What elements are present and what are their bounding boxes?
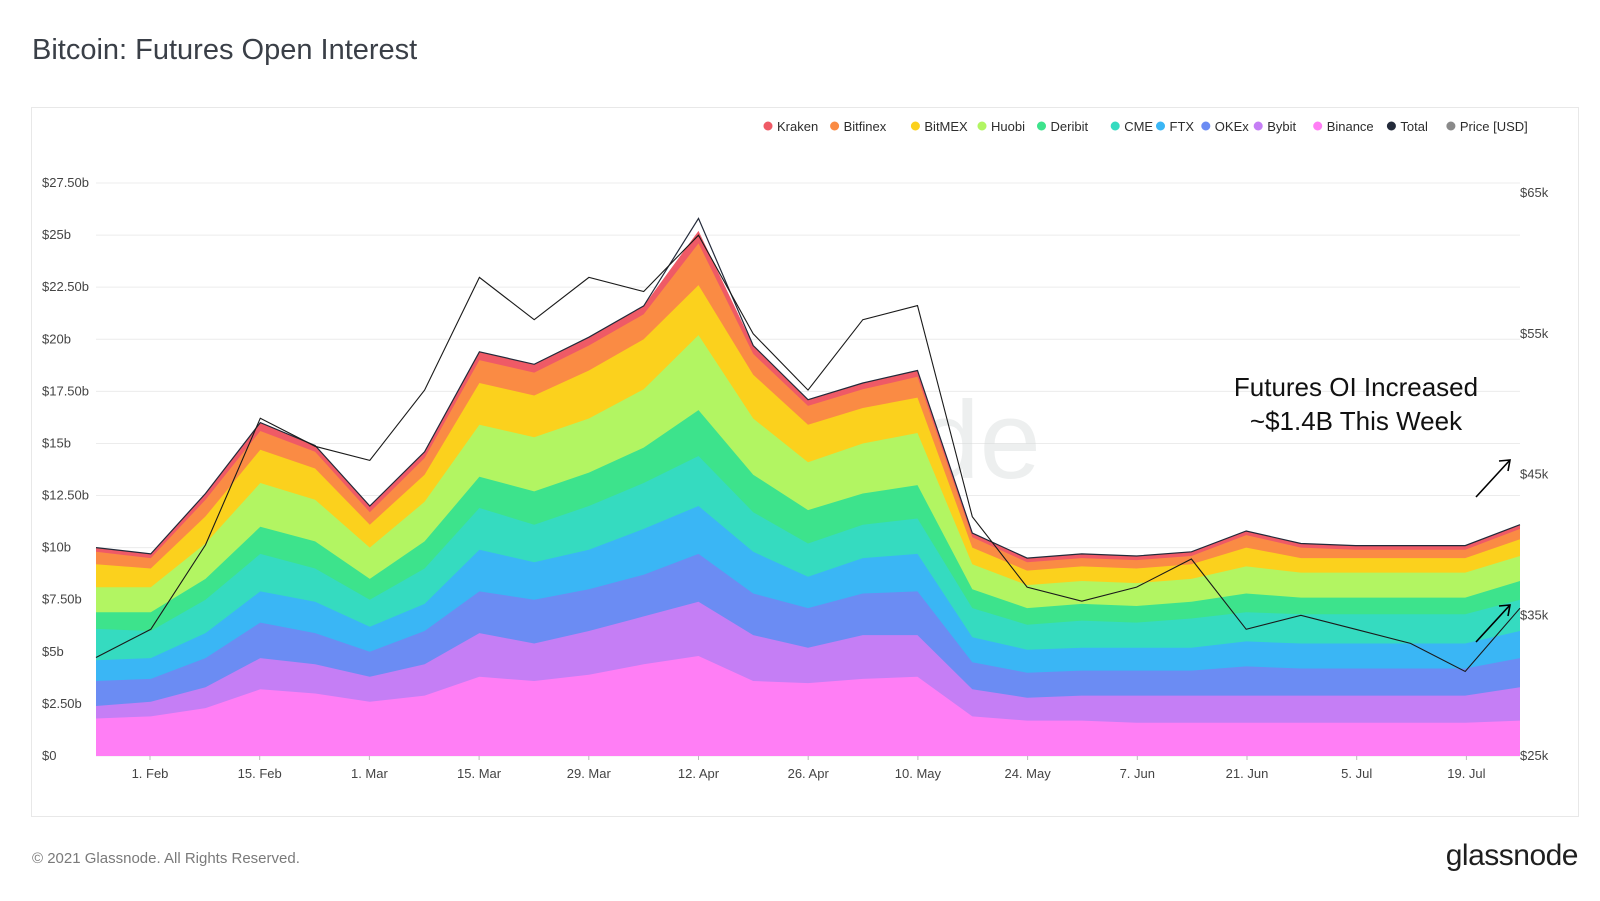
legend-dot-icon: [1037, 121, 1046, 131]
legend-item-total[interactable]: Total: [1386, 119, 1428, 134]
y-left-tick-label: $20b: [42, 331, 71, 346]
x-tick-label: 15. Mar: [457, 766, 502, 781]
legend-label: BitMEX: [924, 119, 968, 134]
x-tick-label: 21. Jun: [1226, 766, 1269, 781]
stacked-areas: [96, 230, 1520, 756]
legend-dot-icon: [977, 121, 987, 131]
legend-dot-icon: [830, 121, 840, 131]
x-tick-label: 24. May: [1004, 766, 1051, 781]
y-left-tick-label: $7.50b: [42, 592, 82, 607]
legend-label: Total: [1400, 119, 1428, 134]
legend-item-okex[interactable]: OKEx: [1201, 119, 1249, 134]
legend-label: Bitfinex: [844, 119, 887, 134]
legend-item-deribit[interactable]: Deribit: [1037, 119, 1088, 134]
legend-label: Bybit: [1267, 119, 1296, 134]
legend-label: Binance: [1327, 119, 1374, 134]
x-tick-label: 15. Feb: [238, 766, 282, 781]
x-tick-label: 7. Jun: [1120, 766, 1155, 781]
annotation: Futures OI Increased ~$1.4B This Week: [1234, 372, 1511, 643]
legend-dot-icon: [1446, 121, 1456, 131]
line-total: [95, 217, 1521, 559]
y-right-tick-label: $55k: [1520, 326, 1549, 341]
legend-dot-icon: [1156, 121, 1165, 131]
y-left-tick-label: $12.50b: [42, 488, 89, 503]
legend-item-kraken[interactable]: Kraken: [763, 119, 819, 134]
y-left-tick-label: $5b: [42, 644, 64, 659]
page-title: Bitcoin: Futures Open Interest: [32, 34, 418, 66]
x-tick-label: 1. Feb: [132, 766, 169, 781]
legend-dot-icon: [763, 121, 773, 131]
y-right-tick-label: $25k: [1520, 748, 1549, 763]
legend-label: FTX: [1170, 119, 1195, 134]
legend-label: Huobi: [991, 119, 1025, 134]
legend-item-huobi[interactable]: Huobi: [977, 119, 1026, 134]
x-tick-label: 12. Apr: [678, 766, 720, 781]
legend-item-cme[interactable]: CME: [1110, 119, 1154, 134]
legend-dot-icon: [1313, 121, 1323, 131]
legend-item-price-usd[interactable]: Price [USD]: [1446, 119, 1528, 134]
legend-item-bitfinex[interactable]: Bitfinex: [830, 119, 887, 134]
legend-item-ftx[interactable]: FTX: [1156, 119, 1194, 134]
x-tick-label: 10. May: [895, 766, 942, 781]
legend-dot-icon: [1110, 121, 1120, 131]
overlay-lines: [95, 217, 1521, 673]
legend-label: Kraken: [777, 119, 818, 134]
legend-label: OKEx: [1215, 119, 1249, 134]
y-right-tick-label: $45k: [1520, 467, 1549, 482]
legend-label: Price [USD]: [1460, 119, 1528, 134]
y-left-tick-label: $0: [42, 748, 56, 763]
arrow-icon-upper: [1475, 459, 1511, 498]
legend-item-bitmex[interactable]: BitMEX: [910, 119, 968, 134]
y-left-tick-label: $22.50b: [42, 279, 89, 294]
legend-item-binance[interactable]: Binance: [1313, 119, 1374, 134]
legend-dot-icon: [1386, 121, 1396, 131]
brand-logo: glassnode: [1445, 839, 1579, 872]
y-left-tick-label: $17.50b: [42, 383, 89, 398]
y-left-tick-label: $2.50b: [42, 696, 82, 711]
x-tick-label: 29. Mar: [567, 766, 612, 781]
x-tick-label: 1. Mar: [351, 766, 389, 781]
legend-label: Deribit: [1051, 119, 1089, 134]
x-tick-label: 19. Jul: [1447, 766, 1485, 781]
axes: $0 $2.50b $5b $7.50b $10b $12.50b $15b $17.50b $…: [42, 175, 1549, 781]
legend: Kraken Bitfinex BitMEX Huobi Deribit CME FTX OK…: [763, 119, 1528, 134]
x-tick-label: 5. Jul: [1341, 766, 1372, 781]
legend-item-bybit[interactable]: Bybit: [1253, 119, 1297, 134]
legend-dot-icon: [1201, 121, 1211, 131]
y-left-tick-label: $10b: [42, 540, 71, 555]
y-right-tick-label: $35k: [1520, 607, 1549, 622]
area-binance: [96, 656, 1520, 756]
arrow-icon-lower: [1475, 604, 1511, 643]
legend-dot-icon: [910, 121, 920, 131]
footer-copyright: © 2021 Glassnode. All Rights Reserved.: [32, 850, 300, 867]
annotation-line-1: Futures OI Increased: [1234, 372, 1478, 402]
y-left-tick-label: $25b: [42, 227, 71, 242]
y-left-tick-label: $15b: [42, 435, 71, 450]
annotation-line-2: ~$1.4B This Week: [1250, 406, 1463, 436]
legend-label: CME: [1124, 119, 1153, 134]
y-left-tick-label: $27.50b: [42, 175, 89, 190]
y-right-tick-label: $65k: [1520, 185, 1549, 200]
x-tick-label: 26. Apr: [788, 766, 830, 781]
legend-dot-icon: [1253, 121, 1263, 131]
line-price: [95, 234, 1521, 673]
